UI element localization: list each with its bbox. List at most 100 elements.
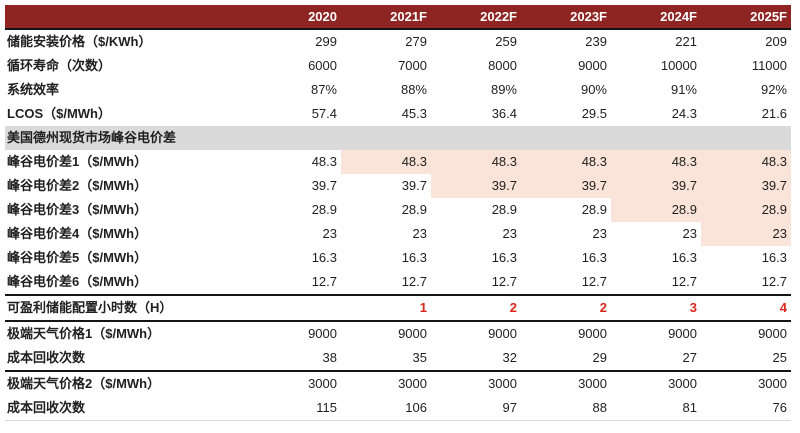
value-cell: 39.7 xyxy=(401,178,427,193)
value-cell: 36.4 xyxy=(491,106,517,121)
value-cell: 12.7 xyxy=(761,274,787,289)
value-cell: 87% xyxy=(310,82,337,97)
value-cell: 16.3 xyxy=(401,250,427,265)
value-cell: 2 xyxy=(599,300,607,315)
table-row: 峰谷电价差4（$/MWh） 23 23 23 23 23 23 xyxy=(5,222,791,246)
table-body: 储能安装价格（$/KWh） 299 279 259 239 221 209 循环寿命（次数） 6… xyxy=(5,30,791,420)
value-cell: 3 xyxy=(689,300,697,315)
table-row: 极端天气价格1（$/MWh） 9000 9000 9000 9000 9000 9000 xyxy=(5,322,791,346)
value-cell: 12.7 xyxy=(491,274,517,289)
value-cell: 3000 xyxy=(308,376,337,391)
value-cell: 48.3 xyxy=(311,154,337,169)
value-cell: 97 xyxy=(502,400,517,415)
column-header: 2025F xyxy=(750,9,787,24)
value-cell: 23 xyxy=(701,222,791,246)
row-label: 峰谷电价差1（$/MWh） xyxy=(7,154,148,169)
table-row: 极端天气价格2（$/MWh） 3000 3000 3000 3000 3000 3000 xyxy=(5,372,791,396)
value-cell: 92% xyxy=(760,82,787,97)
value-cell: 28.9 xyxy=(581,202,607,217)
row-label: 峰谷电价差2（$/MWh） xyxy=(7,178,148,193)
value-cell: 21.6 xyxy=(761,106,787,121)
value-cell: 209 xyxy=(765,34,787,49)
value-cell: 6000 xyxy=(308,58,337,73)
value-cell: 9000 xyxy=(578,326,607,341)
value-cell: 48.3 xyxy=(611,150,701,174)
value-cell: 25 xyxy=(772,350,787,365)
value-cell: 23 xyxy=(682,226,697,241)
value-cell: 23 xyxy=(412,226,427,241)
row-label: 循环寿命（次数） xyxy=(7,58,112,73)
row-label: 系统效率 xyxy=(7,82,60,97)
value-cell: 38 xyxy=(322,350,337,365)
value-cell: 29.5 xyxy=(581,106,607,121)
row-label: 峰谷电价差4（$/MWh） xyxy=(7,226,148,241)
row-label: 峰谷电价差6（$/MWh） xyxy=(7,274,148,289)
value-cell: 48.3 xyxy=(521,150,611,174)
value-cell: 39.7 xyxy=(611,174,701,198)
table-row: 峰谷电价差2（$/MWh） 39.7 39.7 39.7 39.7 39.7 39.7 xyxy=(5,174,791,198)
value-cell: 28.9 xyxy=(491,202,517,217)
value-cell: 7000 xyxy=(398,58,427,73)
value-cell: 16.3 xyxy=(581,250,607,265)
value-cell: 16.3 xyxy=(761,250,787,265)
value-cell: 239 xyxy=(585,34,607,49)
table-row: 系统效率 87% 88% 89% 90% 91% 92% xyxy=(5,78,791,102)
value-cell: 9000 xyxy=(488,326,517,341)
value-cell: 76 xyxy=(772,400,787,415)
value-cell: 9000 xyxy=(398,326,427,341)
value-cell: 3000 xyxy=(668,376,697,391)
value-cell: 12.7 xyxy=(401,274,427,289)
value-cell: 16.3 xyxy=(311,250,337,265)
value-cell: 32 xyxy=(502,350,517,365)
value-cell: 299 xyxy=(315,34,337,49)
value-cell: 221 xyxy=(675,34,697,49)
row-label: 成本回收次数 xyxy=(7,400,86,415)
table-row: 可盈利储能配置小时数（H） 1 2 2 3 4 xyxy=(5,294,791,322)
row-label: 极端天气价格2（$/MWh） xyxy=(7,376,161,391)
value-cell: 91% xyxy=(670,82,697,97)
row-label: LCOS（$/MWh） xyxy=(7,106,111,121)
corner-cell xyxy=(5,5,251,28)
column-header: 2024F xyxy=(660,9,697,24)
row-label: 可盈利储能配置小时数（H） xyxy=(7,300,173,315)
table-row: LCOS（$/MWh） 57.4 45.3 36.4 29.5 24.3 21.6 xyxy=(5,102,791,126)
column-header: 2020 xyxy=(308,9,337,24)
table-header-row: 2020 2021F 2022F 2023F 2024F 2025F xyxy=(5,5,791,30)
value-cell: 279 xyxy=(405,34,427,49)
value-cell: 57.4 xyxy=(311,106,337,121)
value-cell: 3000 xyxy=(758,376,787,391)
table-row: 储能安装价格（$/KWh） 299 279 259 239 221 209 xyxy=(5,30,791,54)
table-row: 峰谷电价差1（$/MWh） 48.3 48.3 48.3 48.3 48.3 48.3 xyxy=(5,150,791,174)
section-header-row: 美国德州现货市场峰谷电价差 xyxy=(5,126,791,150)
value-cell: 23 xyxy=(322,226,337,241)
column-header: 2023F xyxy=(570,9,607,24)
value-cell: 9000 xyxy=(668,326,697,341)
value-cell: 115 xyxy=(316,400,337,415)
value-cell: 28.9 xyxy=(311,202,337,217)
value-cell: 89% xyxy=(490,82,517,97)
table-row: 峰谷电价差5（$/MWh） 16.3 16.3 16.3 16.3 16.3 16.3 xyxy=(5,246,791,270)
value-cell: 28.9 xyxy=(401,202,427,217)
value-cell: 9000 xyxy=(308,326,337,341)
column-header: 2021F xyxy=(390,9,427,24)
column-header: 2022F xyxy=(480,9,517,24)
table-row: 成本回收次数 38 35 32 29 27 25 xyxy=(5,346,791,372)
table-row: 循环寿命（次数） 6000 7000 8000 9000 10000 11000 xyxy=(5,54,791,78)
value-cell xyxy=(251,296,341,320)
value-cell: 90% xyxy=(580,82,607,97)
value-cell: 39.7 xyxy=(521,174,611,198)
value-cell: 88 xyxy=(592,400,607,415)
table-row: 峰谷电价差6（$/MWh） 12.7 12.7 12.7 12.7 12.7 12.7 xyxy=(5,270,791,294)
value-cell: 39.7 xyxy=(431,174,521,198)
value-cell: 3000 xyxy=(488,376,517,391)
value-cell: 48.3 xyxy=(431,150,521,174)
value-cell: 28.9 xyxy=(611,198,701,222)
row-label: 储能安装价格（$/KWh） xyxy=(7,34,152,49)
row-label: 极端天气价格1（$/MWh） xyxy=(7,326,161,341)
value-cell: 39.7 xyxy=(701,174,791,198)
value-cell: 1 xyxy=(419,300,427,315)
value-cell: 106 xyxy=(405,400,427,415)
value-cell: 28.9 xyxy=(701,198,791,222)
value-cell: 48.3 xyxy=(341,150,431,174)
value-cell: 29 xyxy=(592,350,607,365)
